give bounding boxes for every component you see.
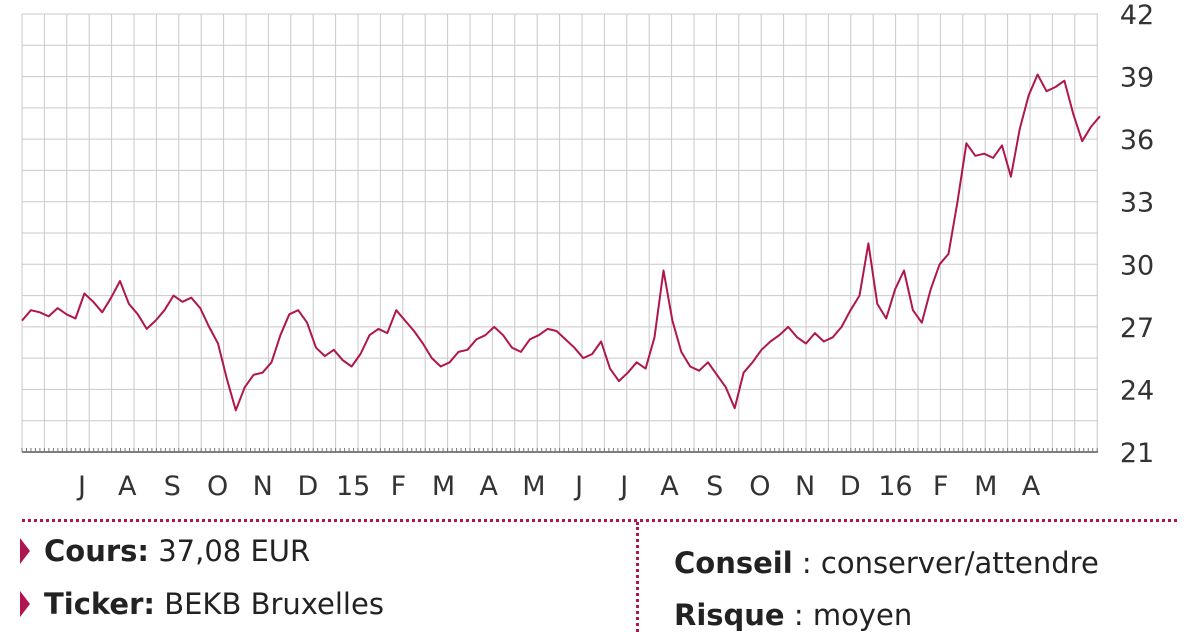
x-tick-label: A (1022, 471, 1041, 502)
bullet-icon (20, 591, 30, 617)
x-tick-label: D (840, 471, 861, 502)
y-tick-label: 33 (1120, 188, 1154, 219)
y-axis: 21 24 27 30 33 36 39 42 (1120, 0, 1154, 469)
cours-value: 37,08 EUR (158, 534, 311, 568)
x-tick-label: F (391, 471, 407, 502)
x-tick-label: 15 (336, 471, 370, 502)
x-tick-label: S (706, 471, 723, 502)
x-tick-label: J (573, 471, 583, 502)
y-tick-label: 36 (1120, 125, 1154, 156)
x-axis: J A S O N D 15 F M A M J J A S O N D 16 F M A (76, 471, 1041, 502)
x-tick-label: M (432, 471, 455, 502)
x-tick-label: M (522, 471, 545, 502)
risque-label: Risque (674, 598, 785, 632)
cours-row: Cours: 37,08 EUR (20, 534, 310, 568)
conseil-value: : conserver/attendre (792, 546, 1099, 580)
x-tick-label: S (164, 471, 181, 502)
x-tick-label: F (933, 471, 949, 502)
price-line (21, 73, 1101, 412)
risque-value: : moyen (784, 598, 913, 632)
x-tick-label: A (479, 471, 498, 502)
x-tick-label: A (118, 471, 137, 502)
y-tick-label: 24 (1120, 375, 1154, 406)
risque-row: Risque : moyen (674, 598, 912, 632)
x-tick-label: O (749, 471, 770, 502)
y-tick-label: 39 (1120, 63, 1154, 94)
ticker-value: BEKB Bruxelles (164, 587, 384, 621)
ticker-label: Ticker: (44, 587, 155, 621)
y-tick-label: 27 (1120, 313, 1154, 344)
x-tick-label: N (253, 471, 273, 502)
y-tick-label: 21 (1120, 438, 1154, 469)
series-layer (21, 73, 1101, 412)
x-tick-label: O (207, 471, 228, 502)
bullet-icon (20, 538, 30, 564)
y-tick-label: 30 (1120, 250, 1154, 281)
x-tick-label: D (298, 471, 319, 502)
y-tick-label: 42 (1120, 0, 1154, 31)
x-tick-label: M (974, 471, 997, 502)
x-tick-label: N (795, 471, 815, 502)
conseil-label: Conseil (674, 546, 793, 580)
ticker-row: Ticker: BEKB Bruxelles (20, 587, 384, 621)
vertical-divider (636, 522, 639, 632)
x-tick-label: J (618, 471, 628, 502)
conseil-row: Conseil : conserver/attendre (674, 546, 1099, 580)
x-tick-label: A (660, 471, 679, 502)
chart-grid (21, 13, 1098, 453)
horizontal-divider (22, 519, 1177, 522)
x-tick-label: 16 (878, 471, 912, 502)
x-tick-label: J (76, 471, 86, 502)
cours-label: Cours: (44, 534, 150, 568)
